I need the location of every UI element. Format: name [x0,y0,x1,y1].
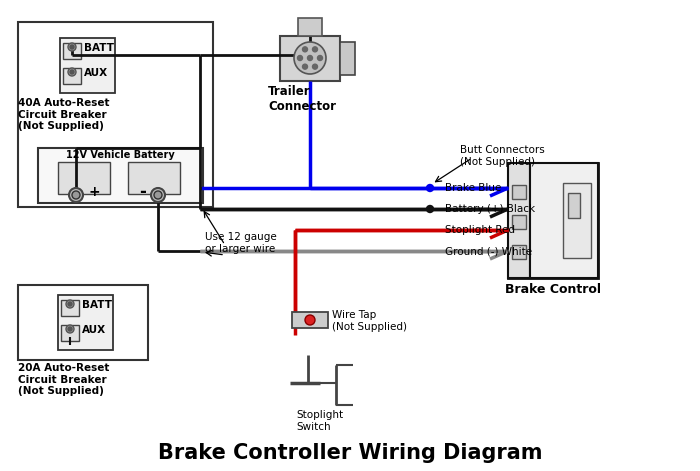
Text: Brake Controller Wiring Diagram: Brake Controller Wiring Diagram [158,443,542,463]
Circle shape [302,47,307,52]
Text: Brake Blue: Brake Blue [445,183,501,193]
Circle shape [68,327,72,331]
Bar [563,183,591,258]
Text: Butt Connectors
(Not Supplied): Butt Connectors (Not Supplied) [460,145,545,167]
Bar [340,42,355,75]
Circle shape [312,64,318,69]
Circle shape [68,68,76,76]
Circle shape [305,315,315,325]
Bar [18,22,213,207]
Circle shape [70,45,74,49]
Circle shape [154,191,162,199]
Bar [63,68,81,84]
Circle shape [70,70,74,74]
Bar [63,43,81,59]
Circle shape [426,205,433,212]
Text: Stoplight Red: Stoplight Red [445,225,515,235]
Text: BATT: BATT [82,300,112,310]
Text: 20A Auto-Reset
Circuit Breaker
(Not Supplied): 20A Auto-Reset Circuit Breaker (Not Supp… [18,363,109,396]
Bar [512,185,526,199]
Bar [292,312,328,328]
Bar [508,163,598,278]
Text: Trailer
Connector: Trailer Connector [268,85,336,113]
Bar [512,245,526,259]
Bar [38,148,203,203]
Circle shape [151,188,165,202]
Bar [60,38,115,93]
Text: 12V Vehicle Battery: 12V Vehicle Battery [66,150,175,160]
Bar [58,295,113,350]
Bar [61,325,79,341]
Circle shape [294,42,326,74]
Circle shape [69,188,83,202]
Circle shape [72,191,80,199]
Text: Ground (-) White: Ground (-) White [445,246,532,256]
Bar [280,36,340,81]
Text: Brake Control: Brake Control [505,283,601,296]
Circle shape [312,47,318,52]
Bar [18,285,148,360]
Circle shape [307,56,312,60]
Text: 40A Auto-Reset
Circuit Breaker
(Not Supplied): 40A Auto-Reset Circuit Breaker (Not Supp… [18,98,109,131]
Bar [530,163,598,278]
Circle shape [68,302,72,306]
Circle shape [318,56,323,60]
Text: Use 12 gauge
or larger wire: Use 12 gauge or larger wire [205,232,276,253]
Circle shape [66,325,74,333]
Text: Battery (+) Black: Battery (+) Black [445,204,535,214]
Circle shape [66,300,74,308]
Bar [58,162,110,194]
Text: -: - [139,183,146,201]
Bar [128,162,180,194]
Text: Wire Tap
(Not Supplied): Wire Tap (Not Supplied) [332,310,407,332]
Bar [61,300,79,316]
Bar [568,193,580,218]
Circle shape [68,43,76,51]
Bar [298,18,322,36]
Circle shape [298,56,302,60]
Text: +: + [88,185,99,199]
Text: AUX: AUX [84,68,108,78]
Bar [512,215,526,229]
Circle shape [302,64,307,69]
Text: AUX: AUX [82,325,106,335]
Circle shape [426,185,433,192]
Bar [508,163,530,278]
Text: Stoplight
Switch: Stoplight Switch [296,410,343,431]
Text: BATT: BATT [84,43,114,53]
